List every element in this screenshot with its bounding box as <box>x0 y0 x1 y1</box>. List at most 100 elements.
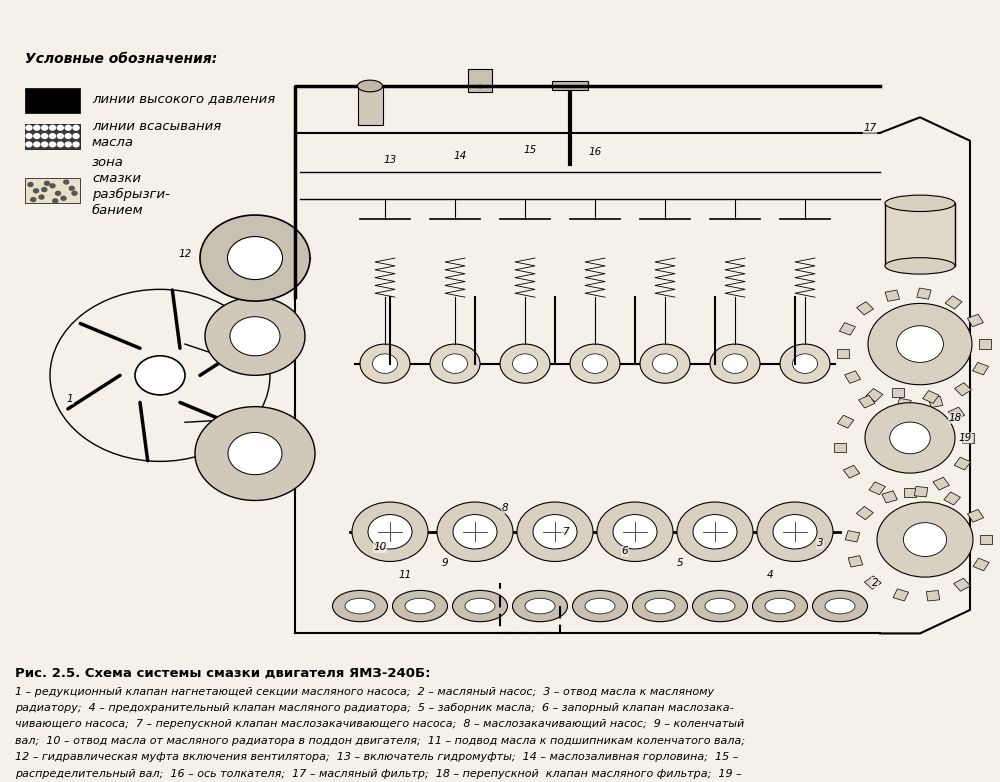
Circle shape <box>42 125 48 130</box>
Bar <box>979 339 991 349</box>
Text: Рис. 2.5. Схема системы смазки двигателя ЯМЗ-240Б:: Рис. 2.5. Схема системы смазки двигателя… <box>15 666 430 680</box>
Circle shape <box>64 180 69 184</box>
Circle shape <box>26 134 32 138</box>
Bar <box>923 390 939 404</box>
Circle shape <box>200 215 310 301</box>
Text: Условные обозначения:: Условные обозначения: <box>25 52 217 66</box>
Bar <box>945 296 962 309</box>
Circle shape <box>442 353 468 373</box>
Text: 1 – редукционный клапан нагнетающей секции масляного насоса;  2 – масляный насос: 1 – редукционный клапан нагнетающей секц… <box>15 687 714 697</box>
Text: 10: 10 <box>373 543 387 552</box>
Circle shape <box>50 125 56 130</box>
Circle shape <box>903 522 947 557</box>
Bar <box>914 486 928 497</box>
Text: радиатору;  4 – предохранительный клапан масляного радиатора;  5 – заборник масл: радиатору; 4 – предохранительный клапан … <box>15 703 734 713</box>
Circle shape <box>39 195 44 199</box>
Circle shape <box>890 422 930 454</box>
Ellipse shape <box>585 598 615 614</box>
Circle shape <box>34 142 40 147</box>
Circle shape <box>31 198 36 202</box>
Bar <box>834 443 846 452</box>
Circle shape <box>34 188 39 192</box>
Circle shape <box>877 502 973 577</box>
Bar <box>843 465 860 478</box>
Circle shape <box>42 134 48 138</box>
Text: линии высокого давления: линии высокого давления <box>92 92 275 105</box>
Bar <box>973 362 989 375</box>
Bar <box>845 531 860 542</box>
Text: 15: 15 <box>523 145 537 155</box>
Bar <box>897 398 911 410</box>
Circle shape <box>430 344 480 383</box>
Circle shape <box>57 134 63 138</box>
Ellipse shape <box>765 598 795 614</box>
Circle shape <box>597 502 673 561</box>
Circle shape <box>453 515 497 549</box>
Circle shape <box>865 403 955 473</box>
Text: распределительный вал;  16 – ось толкателя;  17 – масляный фильтр;  18 – перепус: распределительный вал; 16 – ось толкател… <box>15 769 742 779</box>
Text: 18: 18 <box>948 414 962 423</box>
Circle shape <box>722 353 748 373</box>
Text: 14: 14 <box>453 152 467 161</box>
Text: 1: 1 <box>67 394 73 404</box>
Bar <box>893 589 909 601</box>
Circle shape <box>56 192 60 196</box>
Circle shape <box>57 125 63 130</box>
Circle shape <box>26 142 32 147</box>
Bar <box>869 482 885 495</box>
Bar <box>885 290 900 301</box>
Circle shape <box>65 142 71 147</box>
Circle shape <box>44 181 50 185</box>
Bar <box>885 203 955 266</box>
Circle shape <box>512 353 538 373</box>
Circle shape <box>42 188 47 192</box>
Circle shape <box>533 515 577 549</box>
Bar <box>917 288 931 300</box>
Ellipse shape <box>512 590 568 622</box>
Bar <box>933 477 949 490</box>
Text: 5: 5 <box>677 558 683 568</box>
Circle shape <box>195 407 315 500</box>
Bar <box>864 576 881 589</box>
Bar <box>552 81 588 90</box>
Circle shape <box>42 142 48 147</box>
Circle shape <box>230 317 280 356</box>
Ellipse shape <box>753 590 808 622</box>
Bar <box>859 395 875 408</box>
Ellipse shape <box>332 590 388 622</box>
Ellipse shape <box>885 258 955 274</box>
Text: 13: 13 <box>383 156 397 165</box>
Circle shape <box>780 344 830 383</box>
Circle shape <box>34 125 40 130</box>
Bar <box>926 590 940 601</box>
Circle shape <box>53 199 58 203</box>
Circle shape <box>228 236 283 279</box>
Ellipse shape <box>465 598 495 614</box>
Bar <box>857 302 873 315</box>
Circle shape <box>897 326 943 362</box>
Bar <box>962 433 974 443</box>
Bar <box>967 509 984 522</box>
Text: вал;  10 – отвод масла от масляного радиатора в поддон двигателя;  11 – подвод м: вал; 10 – отвод масла от масляного радиа… <box>15 736 745 746</box>
Bar <box>973 558 989 571</box>
Circle shape <box>69 186 74 190</box>
Text: 16: 16 <box>588 148 602 157</box>
Text: 8: 8 <box>502 504 508 513</box>
Ellipse shape <box>812 590 868 622</box>
Bar <box>25 88 80 113</box>
Circle shape <box>368 515 412 549</box>
Text: 9: 9 <box>442 558 448 568</box>
Circle shape <box>868 303 972 385</box>
Bar <box>845 371 861 383</box>
Bar <box>25 124 80 149</box>
Ellipse shape <box>885 195 955 212</box>
Text: 12 – гидравлическая муфта включения вентилятора;  13 – включатель гидромуфты;  1: 12 – гидравлическая муфта включения вент… <box>15 752 738 762</box>
Ellipse shape <box>825 598 855 614</box>
Circle shape <box>613 515 657 549</box>
Text: 19: 19 <box>958 433 972 443</box>
Bar <box>948 407 965 420</box>
Circle shape <box>205 297 305 375</box>
Bar <box>837 349 849 358</box>
Ellipse shape <box>692 590 748 622</box>
Ellipse shape <box>452 590 508 622</box>
